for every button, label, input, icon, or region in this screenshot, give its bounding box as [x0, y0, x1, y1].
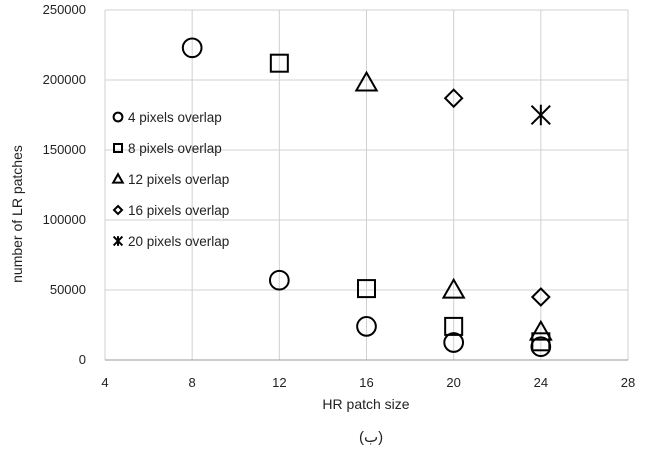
- legend-marker-diamond: [112, 204, 124, 216]
- legend-label: 8 pixels overlap: [128, 141, 222, 156]
- y-tick-label: 200000: [43, 72, 86, 87]
- data-point-asterisk: [530, 104, 551, 126]
- x-tick-label: 16: [359, 375, 373, 390]
- x-tick-label: 28: [621, 375, 635, 390]
- data-point-square: [357, 279, 376, 299]
- legend-item: 16 pixels overlap: [112, 203, 229, 218]
- data-point-circle: [356, 316, 377, 337]
- data-point-diamond: [443, 88, 464, 109]
- legend-label: 4 pixels overlap: [128, 110, 222, 125]
- data-point-circle: [181, 37, 203, 59]
- y-tick-label: 50000: [50, 282, 86, 297]
- data-point-triangle: [441, 277, 466, 299]
- legend: 4 pixels overlap 8 pixels overlap 12 pixel…: [111, 110, 229, 249]
- figure-caption: (ب): [359, 429, 383, 446]
- data-point-square: [444, 316, 464, 336]
- legend-label: 20 pixels overlap: [128, 234, 229, 249]
- legend-label: 12 pixels overlap: [128, 172, 229, 187]
- y-tick-label: 0: [79, 352, 86, 367]
- data-point-circle: [268, 269, 290, 291]
- y-tick-label: 250000: [43, 2, 86, 17]
- legend-marker-triangle: [111, 172, 125, 184]
- y-tick-label: 100000: [43, 212, 86, 227]
- x-tick-label: 12: [272, 375, 286, 390]
- y-tick-label: 150000: [43, 142, 86, 157]
- data-markers: [181, 37, 553, 358]
- data-point-triangle: [528, 319, 553, 341]
- legend-item: 12 pixels overlap: [111, 172, 229, 187]
- legend-item: 8 pixels overlap: [113, 141, 222, 156]
- data-point-circle: [443, 332, 465, 353]
- x-axis-label: HR patch size: [322, 396, 409, 412]
- x-tick-label: 20: [446, 375, 460, 390]
- legend-marker-square: [113, 143, 123, 153]
- tick-labels: 4 8 12 16 20 24 28 0 50000 100000 150000 200000 2500…: [43, 2, 636, 390]
- legend-item: 20 pixels overlap: [112, 234, 229, 249]
- data-point-square: [269, 53, 289, 73]
- data-point-triangle: [354, 70, 379, 92]
- legend-item: 4 pixels overlap: [112, 110, 222, 125]
- legend-marker-circle: [112, 111, 124, 123]
- y-axis-label: number of LR patches: [9, 145, 25, 283]
- x-tick-label: 24: [534, 375, 548, 390]
- data-point-diamond: [530, 287, 551, 307]
- x-tick-label: 8: [189, 375, 196, 390]
- data-point-square: [531, 332, 551, 352]
- gridlines: [104, 9, 629, 361]
- legend-label: 16 pixels overlap: [128, 203, 229, 218]
- legend-marker-asterisk: [112, 235, 124, 247]
- x-tick-label: 4: [101, 375, 108, 390]
